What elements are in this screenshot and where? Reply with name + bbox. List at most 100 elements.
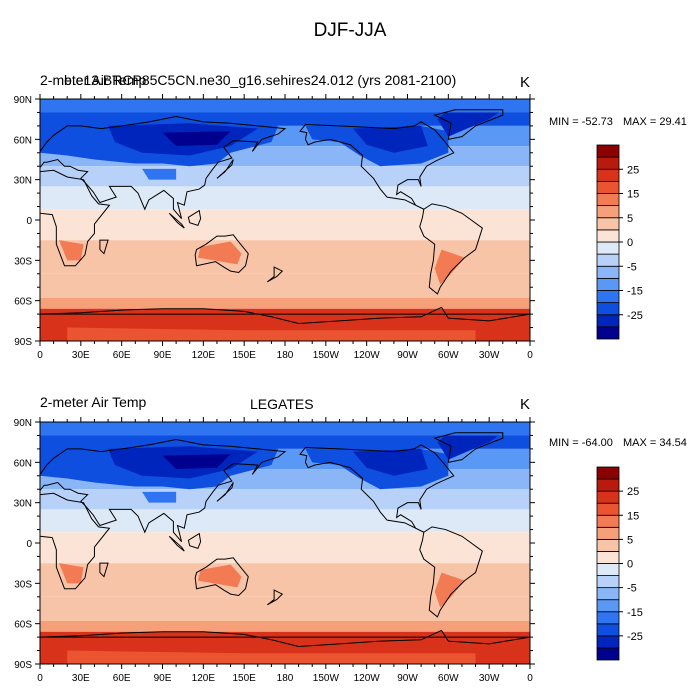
- temperature-band: [40, 596, 530, 621]
- colorbar-box: [596, 229, 620, 243]
- colorbar-box: [596, 277, 620, 291]
- colorbar-label: -15: [627, 286, 643, 298]
- panel-left-title: 2-meter Air Temp: [40, 394, 147, 410]
- temperature-region: [59, 563, 84, 584]
- coastline: [266, 589, 284, 606]
- colorbar-box: [596, 623, 620, 637]
- coastline: [299, 121, 455, 210]
- temperature-band: [40, 509, 530, 533]
- colorbar-box: [596, 180, 620, 194]
- temperature-band: [40, 620, 530, 632]
- lon-tick-label: 180: [277, 350, 294, 361]
- colorbar-box: [596, 490, 620, 504]
- coastline: [99, 562, 109, 578]
- colorbar-box: [596, 241, 620, 255]
- panel-center-title: b.e13.BRCP85C5CN.ne30_g16.sehires24.012 …: [64, 72, 457, 88]
- lon-tick-label: 180: [277, 673, 294, 684]
- coastline: [168, 535, 185, 552]
- panel-left-title: 2-meter Air Temp: [40, 72, 147, 88]
- lon-tick-label: 120W: [354, 673, 381, 684]
- lon-tick-label: 60E: [113, 673, 131, 684]
- lat-tick-label: 30S: [14, 579, 32, 590]
- temperature-region: [142, 168, 177, 180]
- lat-tick-label: 90N: [14, 418, 32, 429]
- map-svg: 0 30E 60E 90E 120E 150E 180 150W 120W 90W 60W 30W 09…: [14, 417, 643, 684]
- lon-tick-label: 0: [527, 673, 533, 684]
- lon-tick-label: 60E: [113, 350, 131, 361]
- lat-tick-label: 60S: [14, 620, 32, 631]
- temperature-region: [67, 650, 476, 664]
- map-panel-model: 0 30E 60E 90E 120E 150E 180 150W 120W 90W 60W 30W 0 9…: [0, 72, 700, 372]
- lon-tick-label: 120E: [192, 350, 216, 361]
- lon-tick-label: 150E: [232, 350, 256, 361]
- coastline: [168, 212, 185, 229]
- colorbar-box: [596, 551, 620, 564]
- temperature-region: [142, 491, 177, 503]
- colorbar-box: [596, 466, 620, 480]
- colorbar-box: [596, 599, 620, 613]
- coastline: [40, 115, 287, 219]
- panel-min-label: MIN = -52.73: [549, 116, 613, 128]
- lon-tick-label: 30E: [72, 350, 90, 361]
- lat-tick-label: 0: [26, 539, 32, 550]
- colorbar-label: -25: [627, 631, 643, 643]
- coastline: [40, 438, 287, 542]
- colorbar-box: [596, 193, 620, 207]
- temperature-band: [40, 166, 530, 187]
- temperature-band: [40, 489, 530, 510]
- colorbar-label: 15: [627, 189, 639, 201]
- coastline: [194, 557, 249, 596]
- colorbar-box: [596, 314, 620, 328]
- lat-tick-label: 30N: [14, 499, 32, 510]
- colorbar-label: -25: [627, 310, 643, 322]
- temperature-region: [437, 109, 503, 137]
- colorbar-label: -15: [627, 607, 643, 619]
- colorbar-box: [596, 587, 620, 601]
- temperature-field: [40, 422, 530, 664]
- temperature-region: [162, 454, 231, 470]
- temperature-region: [197, 564, 242, 588]
- lon-tick-label: 120E: [192, 673, 216, 684]
- colorbar-box: [596, 302, 620, 316]
- colorbar-box: [596, 217, 620, 231]
- coastline: [216, 482, 234, 502]
- coastline: [40, 629, 530, 648]
- lat-tick-label: 30S: [14, 256, 32, 267]
- lon-tick-label: 150W: [313, 673, 340, 684]
- lat-tick-label: 90N: [14, 95, 32, 106]
- colorbar-box: [596, 253, 620, 267]
- lat-tick-label: 60S: [14, 297, 32, 308]
- lon-tick-label: 120W: [354, 350, 381, 361]
- colorbar-label: 0: [627, 237, 633, 249]
- colorbar-box: [596, 635, 620, 649]
- lon-tick-label: 90E: [154, 350, 172, 361]
- temperature-region: [197, 241, 242, 265]
- temperature-region: [40, 99, 530, 113]
- colorbar-box: [596, 611, 620, 625]
- lon-tick-label: 60W: [438, 350, 459, 361]
- map-panel-observations: 0 30E 60E 90E 120E 150E 180 150W 120W 90W 60W 30W 0 9…: [0, 394, 700, 700]
- temperature-region: [353, 448, 428, 476]
- temperature-band: [40, 297, 530, 309]
- lon-tick-label: 0: [527, 350, 533, 361]
- colorbar-label: -5: [627, 583, 637, 595]
- lon-tick-label: 0: [37, 350, 43, 361]
- temperature-region: [437, 432, 503, 460]
- lon-tick-label: 30W: [479, 673, 500, 684]
- colorbar-box: [596, 647, 620, 661]
- lat-tick-label: 0: [26, 216, 32, 227]
- temperature-band: [40, 186, 530, 210]
- temperature-band: [40, 532, 530, 564]
- temperature-band: [40, 273, 530, 298]
- lon-tick-label: 30E: [72, 673, 90, 684]
- lon-tick-label: 90W: [397, 673, 418, 684]
- coastline: [419, 203, 483, 295]
- colorbar-box: [596, 168, 620, 182]
- coastline: [299, 444, 455, 533]
- temperature-band: [40, 209, 530, 241]
- coastline: [187, 209, 202, 226]
- panel-units: K: [520, 74, 531, 91]
- lat-tick-label: 30N: [14, 176, 32, 187]
- colorbar-box: [596, 514, 620, 528]
- colorbar-box: [596, 265, 620, 279]
